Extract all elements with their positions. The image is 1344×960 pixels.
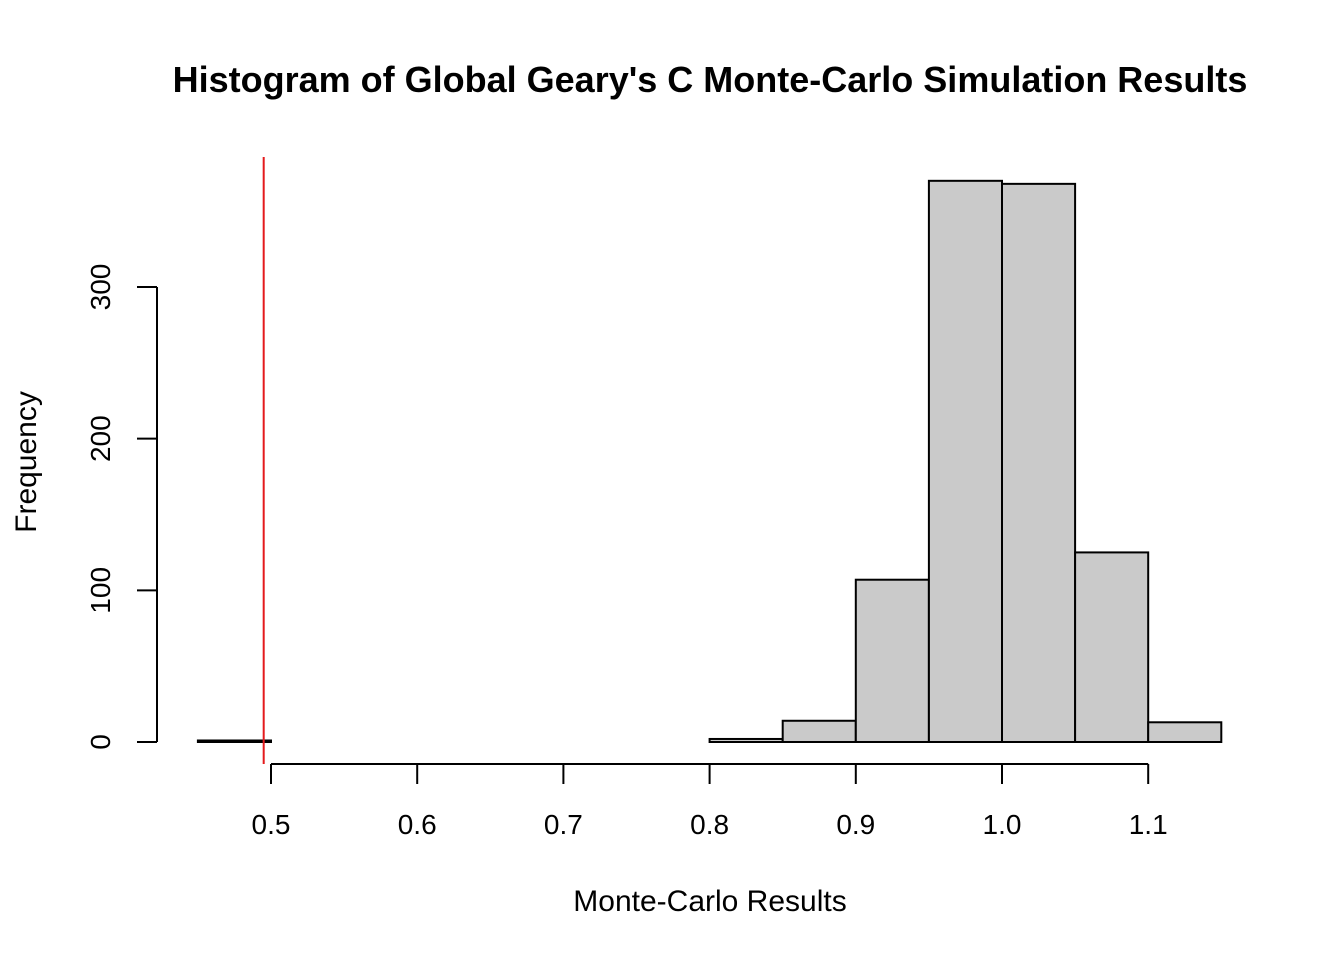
x-tick-label: 0.5 <box>252 809 291 840</box>
histogram-bar <box>927 179 1004 744</box>
histogram-bar <box>1147 721 1223 743</box>
histogram-bar <box>196 739 272 743</box>
x-tick-label: 0.8 <box>690 809 729 840</box>
y-tick-label: 0 <box>85 734 116 750</box>
y-tick-label: 300 <box>85 264 116 311</box>
histogram-bar <box>708 737 784 744</box>
y-axis: 0 100 200 300 <box>85 264 158 750</box>
x-tick-label: 0.9 <box>836 809 875 840</box>
histogram-bar <box>854 578 930 743</box>
x-tick-label: 1.0 <box>983 809 1022 840</box>
x-tick-label: 1.1 <box>1129 809 1168 840</box>
y-axis-label: Frequency <box>10 391 43 533</box>
x-axis: 0.5 0.6 0.7 0.8 0.9 1.0 1.1 <box>252 763 1168 840</box>
x-tick-label: 0.6 <box>398 809 437 840</box>
histogram-bars <box>196 179 1223 744</box>
y-tick-label: 100 <box>85 567 116 614</box>
histogram-bar <box>781 719 857 743</box>
chart-title: Histogram of Global Geary's C Monte-Carl… <box>173 59 1248 100</box>
histogram-bar <box>1001 182 1077 744</box>
x-tick-label: 0.7 <box>544 809 583 840</box>
x-axis-label: Monte-Carlo Results <box>573 885 846 918</box>
histogram-bar <box>1074 551 1150 743</box>
y-tick-label: 200 <box>85 415 116 462</box>
